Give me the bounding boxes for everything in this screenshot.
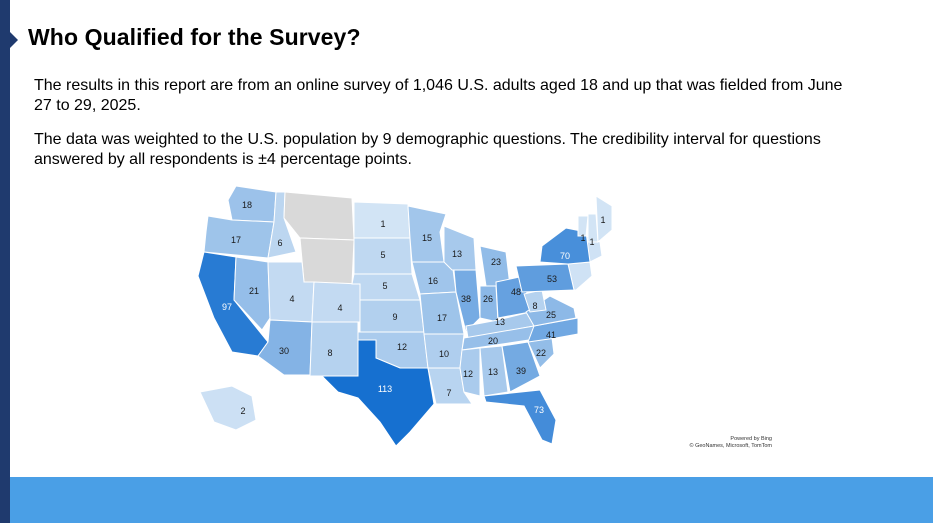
state-value-label-la: 7 [446,388,451,398]
state-value-label-pa: 53 [547,274,557,284]
state-shape-wy [299,237,355,285]
state-value-label-ny: 70 [560,251,570,261]
state-shape-pa [515,263,575,293]
state-shape-ia [411,261,457,295]
state-value-label-wa: 18 [242,200,252,210]
state-shape-mi [479,245,511,287]
state-shape-id [267,191,297,259]
state-shape-al [479,345,509,397]
title-arrow-icon [10,32,18,48]
state-value-label-az: 30 [279,346,289,356]
state-value-label-oh: 48 [511,287,521,297]
state-shape-ok [357,331,429,369]
state-value-label-ca: 97 [222,302,232,312]
state-shape-wi [443,225,477,271]
state-value-label-ak: 2 [240,406,245,416]
state-value-label-mo: 17 [437,313,447,323]
state-shape-sc [527,337,555,369]
state-shape-nv [233,256,271,331]
state-value-label-ms: 12 [463,369,473,379]
state-value-label-sc: 22 [536,348,546,358]
state-shape-mn [407,205,447,263]
state-shape-ks [359,299,425,333]
state-value-label-tx: 113 [378,384,392,394]
state-value-label-nc: 41 [546,330,556,340]
state-shape-vt [577,215,589,237]
state-shape-wv [523,289,547,313]
state-value-label-ga: 39 [516,366,526,376]
state-shape-nm [309,321,359,377]
state-value-label-mn: 15 [422,233,432,243]
state-value-label-wi: 13 [452,249,462,259]
state-shape-in [479,285,499,323]
state-value-label-ky: 13 [495,317,505,327]
state-shape-fl [483,389,557,445]
state-shape-nh [587,213,599,243]
state-value-label-il: 38 [461,294,471,304]
bottom-band [10,477,933,523]
state-shape-ar [423,333,465,369]
state-shape-mt [283,191,355,241]
state-value-label-in: 26 [483,294,493,304]
slide-title: Who Qualified for the Survey? [28,24,361,50]
left-accent-bar [0,0,10,523]
state-value-label-ne: 5 [382,281,387,291]
state-value-label-co: 4 [337,303,342,313]
attribution-powered-by: Powered by Bing [730,436,772,442]
state-value-label-fl: 73 [534,405,544,415]
state-value-label-nh: 1 [589,237,594,247]
attribution-credits: © GeoNames, Microsoft, TomTom [689,443,773,449]
state-value-label-nm: 8 [327,348,332,358]
state-value-label-ok: 12 [397,342,407,352]
state-shape-ne [351,273,421,301]
state-value-label-ks: 9 [392,312,397,322]
state-shape-ga [501,341,541,393]
state-value-label-nv: 21 [249,286,259,296]
state-shape-ak [199,385,257,431]
state-shape-ms [459,347,481,397]
state-shape-va [525,295,577,327]
state-shape-ca [197,251,269,357]
state-shape-tx [320,339,435,447]
state-shape-northeast-1 [567,261,593,291]
state-value-label-al: 13 [488,367,498,377]
state-shape-wa [227,185,277,223]
state-value-label-sd: 5 [380,250,385,260]
state-value-label-nd: 1 [380,219,385,229]
state-value-label-mi: 23 [491,257,501,267]
map-attribution: Powered by Bing © GeoNames, Microsoft, T… [668,436,773,450]
state-shape-az [257,319,313,376]
state-value-label-ia: 16 [428,276,438,286]
weighting-description: The data was weighted to the U.S. popula… [34,131,821,168]
state-shape-tn [461,325,543,351]
state-shape-or [203,215,275,259]
state-value-label-va: 25 [546,310,556,320]
state-value-label-tn: 20 [488,336,498,346]
state-shape-il [453,269,481,333]
state-value-label-ut: 4 [289,294,294,304]
state-value-label-wv: 8 [532,301,537,311]
state-shape-ut [267,261,315,323]
state-shape-oh [495,275,531,319]
state-shape-ny [539,227,591,265]
state-shape-northeast-2 [585,235,603,263]
state-value-label-me: 1 [600,215,605,225]
state-value-label-id: 6 [277,238,282,248]
state-value-label-or: 17 [231,235,241,245]
survey-description: The results in this report are from an o… [34,77,843,114]
state-shape-me [595,195,613,244]
state-shape-ky [465,311,535,339]
state-shape-la [427,367,473,405]
state-shape-sd [353,237,413,275]
state-shape-mo [419,291,465,335]
state-shape-co [311,281,361,323]
state-value-label-vt: 1 [580,233,585,243]
state-shape-nc [527,317,579,343]
state-value-label-ar: 10 [439,349,449,359]
state-shape-nd [353,201,411,239]
